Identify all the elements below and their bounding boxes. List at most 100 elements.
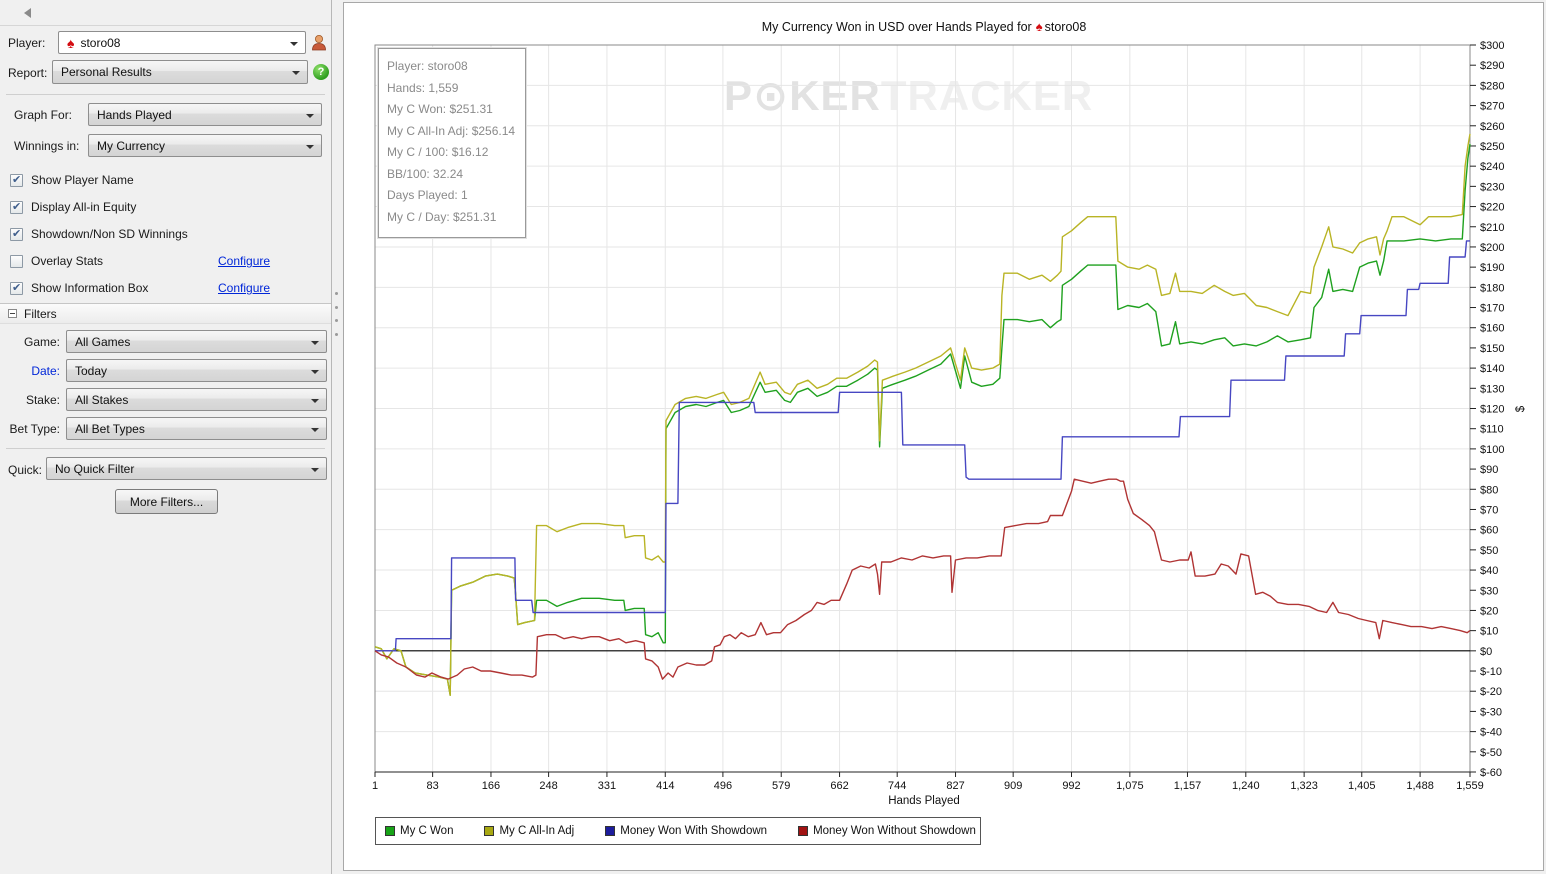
legend-label: My C Won	[400, 825, 454, 837]
svg-text:$230: $230	[1480, 181, 1504, 193]
svg-text:331: 331	[598, 780, 616, 792]
svg-text:$60: $60	[1480, 525, 1498, 537]
info-hands: Hands: 1,559	[387, 80, 459, 95]
info-c-per-100: My C / 100: $16.12	[387, 145, 489, 159]
pokerstars-spade-icon: ♠	[1035, 19, 1043, 34]
svg-text:662: 662	[830, 780, 848, 792]
checkbox-label: Display All-in Equity	[31, 200, 137, 214]
svg-text:909: 909	[1004, 780, 1022, 792]
legend-color-swatch	[385, 826, 395, 836]
legend-label: My C All-In Adj	[499, 825, 575, 837]
legend-color-swatch	[798, 826, 809, 836]
chart-legend: My C Won My C All-In Adj Money Won With Sh…	[375, 817, 981, 845]
divider	[6, 448, 325, 449]
svg-text:$270: $270	[1480, 101, 1504, 113]
player-person-icon[interactable]	[310, 33, 328, 51]
svg-text:1,559: 1,559	[1456, 780, 1484, 792]
quick-filter-combobox[interactable]: No Quick Filter	[46, 457, 327, 480]
svg-text:579: 579	[772, 780, 790, 792]
chevron-down-icon	[306, 114, 314, 118]
date-label: Date:	[31, 364, 60, 378]
svg-text:1,323: 1,323	[1290, 780, 1318, 792]
winnings-in-combobox[interactable]: My Currency	[88, 134, 322, 157]
svg-text:$260: $260	[1480, 121, 1504, 133]
svg-text:$-10: $-10	[1480, 666, 1502, 678]
checkbox-icon[interactable]	[10, 254, 23, 268]
player-combobox[interactable]: ♠ storo08	[58, 31, 306, 54]
svg-text:$-40: $-40	[1480, 727, 1502, 739]
watermark-tracker: TRACKER	[880, 72, 1094, 119]
svg-text:$-50: $-50	[1480, 747, 1502, 759]
svg-text:$220: $220	[1480, 202, 1504, 214]
chevron-down-icon	[311, 428, 319, 432]
svg-text:$190: $190	[1480, 262, 1504, 274]
svg-text:$-30: $-30	[1480, 706, 1502, 718]
pokerstars-spade-icon: ♠	[67, 34, 75, 51]
info-c-per-day: My C / Day: $251.31	[387, 209, 497, 224]
svg-text:$140: $140	[1480, 363, 1504, 375]
legend-item: Money Won Without Showdown	[798, 825, 976, 837]
checkbox-show-player-name[interactable]: Show Player Name	[10, 172, 134, 188]
svg-text:$280: $280	[1480, 80, 1504, 92]
svg-text:$20: $20	[1480, 605, 1498, 617]
filters-section-header[interactable]: Filters	[0, 303, 331, 324]
checkbox-show-information-box[interactable]: Show Information Box	[10, 280, 148, 296]
checkbox-showdown-non-sd-winnings[interactable]: Showdown/Non SD Winnings	[10, 226, 188, 242]
checkbox-icon[interactable]	[10, 173, 23, 187]
y-axis-title: $	[1515, 405, 1528, 413]
report-combobox[interactable]: Personal Results	[52, 60, 308, 84]
game-combobox[interactable]: All Games	[66, 330, 327, 353]
stake-value: All Stakes	[75, 392, 129, 407]
svg-text:744: 744	[888, 780, 906, 792]
svg-text:$130: $130	[1480, 383, 1504, 395]
svg-text:$250: $250	[1480, 141, 1504, 153]
configure-information-box-link[interactable]: Configure	[218, 281, 271, 295]
chevron-down-icon	[311, 468, 319, 472]
svg-text:1,405: 1,405	[1348, 780, 1376, 792]
date-combobox[interactable]: Today	[66, 359, 327, 382]
watermark-poker: P⊙KER	[724, 72, 881, 119]
graph-for-combobox[interactable]: Hands Played	[88, 103, 322, 126]
collapse-panel-icon[interactable]	[24, 8, 31, 18]
game-label: Game:	[23, 335, 60, 349]
report-value: Personal Results	[61, 65, 152, 79]
info-all-in-adj: My C All-In Adj: $256.14	[387, 123, 516, 138]
checkbox-icon[interactable]	[10, 227, 23, 241]
panel-splitter-handle[interactable]	[335, 292, 339, 336]
legend-label: Money Won Without Showdown	[813, 825, 976, 837]
divider	[6, 94, 325, 95]
svg-text:$170: $170	[1480, 303, 1504, 315]
chevron-down-icon	[311, 399, 319, 403]
help-icon[interactable]: ?	[313, 64, 329, 80]
checkbox-icon[interactable]	[10, 281, 23, 295]
graph-for-value: Hands Played	[97, 107, 172, 122]
svg-text:$110: $110	[1480, 424, 1504, 436]
info-player: Player: storo08	[387, 59, 468, 73]
sidebar: Player: ♠ storo08 Report: Personal Resul…	[0, 0, 332, 874]
stake-combobox[interactable]: All Stakes	[66, 388, 327, 411]
svg-text:827: 827	[946, 780, 964, 792]
svg-text:$10: $10	[1480, 626, 1498, 638]
bet-type-combobox[interactable]: All Bet Types	[66, 417, 327, 440]
chart-panel: My Currency Won in USD over Hands Played…	[343, 2, 1544, 871]
svg-text:$30: $30	[1480, 585, 1498, 597]
svg-text:$0: $0	[1480, 646, 1492, 658]
checkbox-icon[interactable]	[10, 200, 23, 214]
more-filters-button[interactable]: More Filters...	[115, 489, 218, 514]
svg-text:$70: $70	[1480, 504, 1498, 516]
checkbox-display-all-in-equity[interactable]: Display All-in Equity	[10, 199, 136, 215]
svg-text:1: 1	[372, 780, 378, 792]
svg-text:$50: $50	[1480, 545, 1498, 557]
configure-overlay-stats-link[interactable]: Configure	[218, 254, 271, 268]
svg-text:1,488: 1,488	[1406, 780, 1434, 792]
svg-text:$40: $40	[1480, 565, 1498, 577]
info-days-played: Days Played: 1	[387, 188, 468, 202]
checkbox-label: Show Information Box	[31, 281, 149, 295]
legend-label: Money Won With Showdown	[620, 825, 768, 837]
legend-color-swatch	[605, 826, 616, 836]
checkbox-label: Show Player Name	[31, 173, 134, 187]
chevron-down-icon	[292, 71, 300, 75]
collapse-expander-icon[interactable]	[8, 309, 17, 318]
checkbox-overlay-stats[interactable]: Overlay Stats	[10, 253, 103, 269]
winnings-in-label: Winnings in:	[14, 139, 80, 153]
